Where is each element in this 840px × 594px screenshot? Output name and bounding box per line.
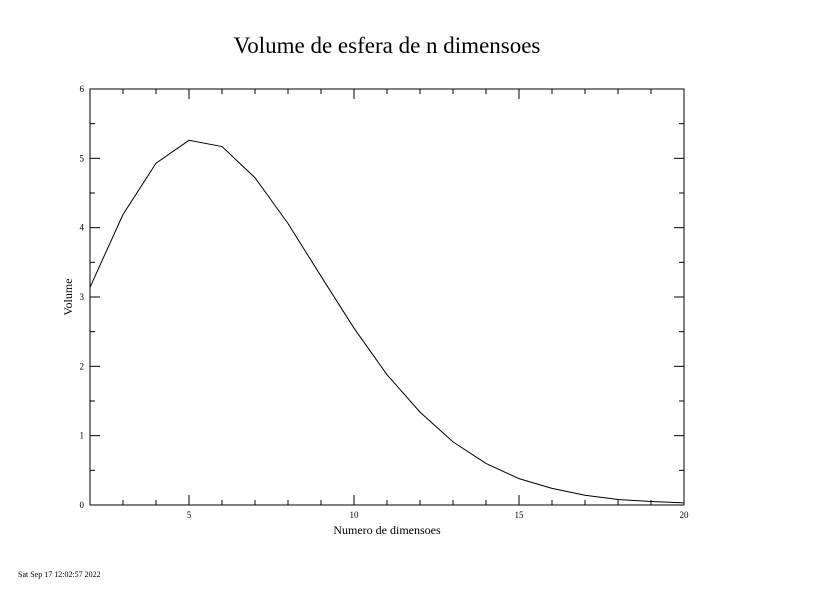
x-axis-label: Numero de dimensoes [333,523,441,537]
y-axis-label: Volume [61,278,75,315]
chart-title: Volume de esfera de n dimensoes [234,33,541,58]
plot-frame [89,88,685,506]
x-tick-label: 5 [187,510,192,520]
series-layer [89,139,685,504]
x-tick-label: 10 [350,510,360,520]
x-tick-label: 20 [680,510,690,520]
y-tick-label: 1 [80,431,85,441]
y-tick-label: 5 [80,153,85,163]
x-tick-label: 15 [515,510,525,520]
y-tick-label: 0 [80,500,85,510]
y-tick-label: 6 [80,84,85,94]
axis-tick-labels: 5 10 15 20 0 1 2 3 4 5 6 [80,84,690,520]
y-tick-label: 4 [80,223,85,233]
y-tick-label: 2 [80,361,85,371]
y-tick-label: 3 [80,292,85,302]
axis-ticks [89,88,685,506]
timestamp: Sat Sep 17 12:02:57 2022 [18,570,101,579]
series-line-0 [89,139,685,504]
